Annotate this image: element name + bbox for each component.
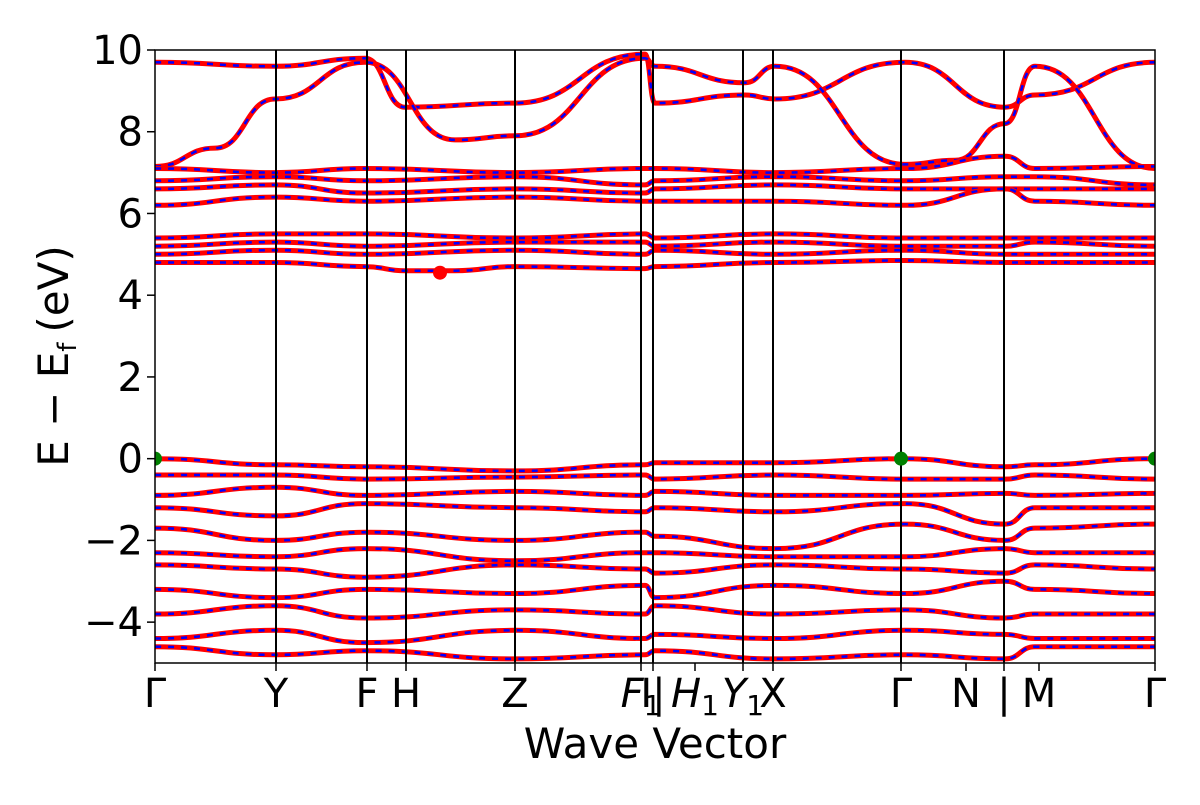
x-tick-label-base-5: F: [621, 671, 645, 717]
y-tick-label-7: 10: [92, 28, 143, 74]
y-axis-title-main: E − E: [29, 352, 78, 467]
band-line-overlay-19: [155, 629, 1155, 644]
x-tick-label-1: Y: [263, 671, 289, 717]
x-tick-label-base-0: Γ: [144, 671, 167, 717]
x-tick-label-5: F1: [621, 671, 662, 722]
y-tick-label-6: 8: [118, 110, 143, 156]
x-tick-label-base-1: Y: [263, 671, 289, 717]
x-tick-label-sub-7: 1: [701, 689, 719, 722]
x-tick-label-4: Z: [501, 671, 528, 717]
x-tick-label-base-3: H: [391, 671, 421, 717]
x-tick-label-base-12: |: [997, 671, 1010, 717]
extrema-markers: [155, 265, 1155, 466]
band-line-overlay-11: [155, 473, 1155, 481]
x-tick-label-sub-5: 1: [644, 689, 662, 722]
x-tick-label-3: H: [391, 671, 421, 717]
band-line-overlay-4: [155, 183, 1155, 195]
y-axis-title-unit: (eV): [29, 245, 78, 332]
y-axis-ticks: −4 −2 0 2 4 6 8 10: [84, 28, 155, 646]
y-tick-label-1: −2: [84, 518, 143, 564]
kpoint-divider-lines: [275, 50, 1005, 663]
band-line-2: [155, 153, 1155, 176]
x-tick-label-10: Γ: [890, 671, 913, 717]
x-tick-label-base-9: X: [759, 671, 786, 717]
x-tick-label-13: M: [1022, 671, 1057, 717]
y-tick-label-2: 0: [118, 437, 143, 483]
x-axis-title: Wave Vector: [524, 719, 787, 768]
band-line-8: [155, 247, 1155, 257]
x-tick-label-14: Γ: [1144, 671, 1167, 717]
x-tick-label-8: Y1: [722, 671, 764, 722]
x-tick-label-9: X: [759, 671, 786, 717]
y-tick-label-4: 4: [118, 273, 143, 319]
plot-frame: [154, 49, 1156, 664]
vbm-marker-0: [155, 451, 162, 466]
x-axis-kpoint-labels: Γ Y F H Z F1I| H1 Y1X Γ N | M Γ: [144, 663, 1167, 722]
band-line-14: [155, 521, 1155, 552]
x-tick-label-base-8: Y: [722, 671, 750, 717]
band-line-20: [155, 644, 1155, 662]
band-line-overlay-5: [155, 187, 1155, 207]
x-tick-label-base-4: Z: [501, 671, 528, 717]
band-line-overlay-13: [155, 502, 1155, 526]
y-tick-label-5: 6: [118, 191, 143, 237]
x-tick-label-12: |: [997, 671, 1010, 717]
x-tick-label-6: I|: [640, 671, 665, 717]
y-tick-label-0: −4: [84, 600, 143, 646]
x-tick-label-base-7: H: [671, 671, 701, 717]
band-line-overlay-6: [155, 232, 1155, 240]
band-line-overlay-1: [155, 56, 1155, 170]
x-tick-label-0: Γ: [144, 671, 167, 717]
x-tick-label-2: F: [355, 671, 378, 717]
x-tick-label-base-11: N: [951, 671, 981, 717]
band-line-15: [155, 546, 1155, 564]
band-line-overlay-3: [155, 175, 1155, 187]
band-line-overlay-12: [155, 486, 1155, 497]
vbm-marker-1: [894, 451, 908, 466]
x-tick-label-base-14: Γ: [1144, 671, 1167, 717]
band-line-overlay-18: [155, 604, 1155, 620]
x-tick-label-base-13: M: [1022, 671, 1057, 717]
band-line-overlay-10: [155, 457, 1155, 473]
x-tick-label-11: N: [951, 671, 981, 717]
y-tick-label-3: 2: [118, 355, 143, 401]
y-axis-title: E − Ef (eV): [29, 245, 83, 466]
x-tick-label-base-10: Γ: [890, 671, 913, 717]
x-tick-label-sub-8: 1: [746, 689, 764, 722]
x-tick-label-base-2: F: [355, 671, 378, 717]
band-line-overlay-7: [155, 240, 1155, 248]
band-line-overlay-16: [155, 563, 1155, 579]
cbm-marker-3: [433, 265, 447, 280]
y-axis-title-subscript: f: [53, 342, 83, 352]
band-line-overlay-17: [155, 580, 1155, 599]
vbm-marker-2: [1148, 451, 1155, 466]
x-tick-label-base-6: I|: [640, 671, 665, 717]
x-tick-label-7: H1: [671, 671, 719, 722]
